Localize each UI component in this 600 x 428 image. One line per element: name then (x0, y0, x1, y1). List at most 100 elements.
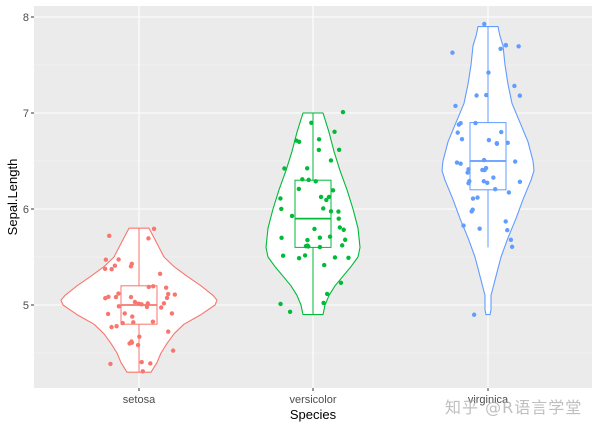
data-point (481, 157, 487, 163)
data-point (300, 177, 305, 182)
data-point (505, 227, 510, 233)
data-point (332, 129, 337, 134)
y-tick-label: 5 (23, 300, 29, 312)
data-point (498, 46, 503, 51)
data-point (128, 264, 134, 269)
y-tick-label: 8 (23, 12, 29, 24)
watermark: 知乎 @R语言学堂 (445, 398, 583, 417)
data-point (341, 227, 346, 232)
data-point (346, 255, 351, 261)
data-point (108, 361, 113, 367)
data-point (485, 180, 490, 186)
data-point (170, 348, 176, 353)
data-point (161, 301, 167, 306)
data-point (516, 44, 521, 49)
data-point (324, 197, 329, 203)
data-point (512, 159, 518, 164)
data-point (296, 256, 302, 261)
y-tick-label: 6 (23, 204, 29, 216)
data-point (316, 137, 322, 142)
data-point (459, 136, 465, 142)
data-point (313, 179, 318, 184)
data-point (494, 141, 500, 146)
data-point (165, 291, 171, 297)
data-point (473, 120, 478, 126)
data-point (458, 120, 463, 126)
data-point (102, 266, 108, 272)
data-point (491, 175, 496, 180)
data-point (146, 284, 151, 290)
data-point (112, 263, 118, 268)
data-point (140, 369, 146, 374)
data-point (465, 170, 470, 175)
data-point (122, 311, 127, 316)
data-point (466, 180, 471, 186)
data-point (163, 285, 169, 290)
x-tick-label: setosa (123, 394, 156, 406)
data-point (144, 304, 150, 310)
data-point (316, 147, 322, 153)
x-axis-title: Species (290, 407, 337, 422)
data-point (482, 21, 487, 27)
data-point (318, 194, 324, 200)
data-point (278, 196, 283, 201)
data-point (306, 177, 311, 183)
x-tick-label: versicolor (289, 394, 336, 406)
data-point (135, 342, 141, 348)
data-point (517, 179, 523, 185)
data-point (483, 165, 489, 171)
data-point (287, 309, 293, 315)
data-point (131, 320, 136, 325)
y-axis-title: Sepal.Length (5, 159, 20, 236)
data-point (330, 188, 336, 193)
data-point (471, 312, 477, 317)
data-point (481, 179, 486, 184)
data-point (322, 262, 327, 268)
data-point (342, 237, 348, 242)
data-point (157, 271, 163, 276)
data-point (296, 186, 302, 192)
data-point (506, 190, 512, 195)
data-point (321, 206, 326, 211)
data-point (305, 237, 310, 243)
y-axis: 5 6 7 8 (23, 12, 34, 312)
data-point (458, 161, 463, 166)
data-point (453, 103, 458, 109)
data-point (151, 226, 157, 232)
data-point (469, 209, 474, 214)
data-point (486, 137, 492, 143)
data-point (336, 147, 342, 152)
data-point (159, 305, 164, 310)
violin-versicolor (265, 109, 361, 316)
data-point (116, 257, 121, 262)
data-point (103, 296, 108, 301)
data-point (317, 235, 323, 240)
data-point (474, 93, 479, 98)
data-point (509, 244, 515, 250)
data-point (296, 139, 302, 144)
data-point (172, 292, 178, 297)
violin-setosa (60, 226, 218, 374)
data-point (512, 83, 517, 89)
data-point (120, 320, 125, 326)
data-point (338, 280, 344, 286)
data-point (461, 223, 466, 228)
data-point (146, 236, 151, 241)
box (469, 122, 507, 191)
data-point (150, 319, 156, 324)
data-point (321, 300, 326, 306)
data-point (517, 93, 523, 98)
data-point (113, 294, 119, 300)
data-point (336, 209, 341, 214)
data-point (282, 166, 287, 171)
data-point (303, 244, 309, 249)
data-point (145, 301, 150, 306)
data-point (128, 294, 134, 300)
data-point (278, 301, 283, 307)
data-point (477, 226, 482, 231)
data-point (109, 267, 114, 272)
data-point (139, 302, 144, 307)
data-point (503, 43, 509, 48)
data-point (499, 129, 504, 135)
